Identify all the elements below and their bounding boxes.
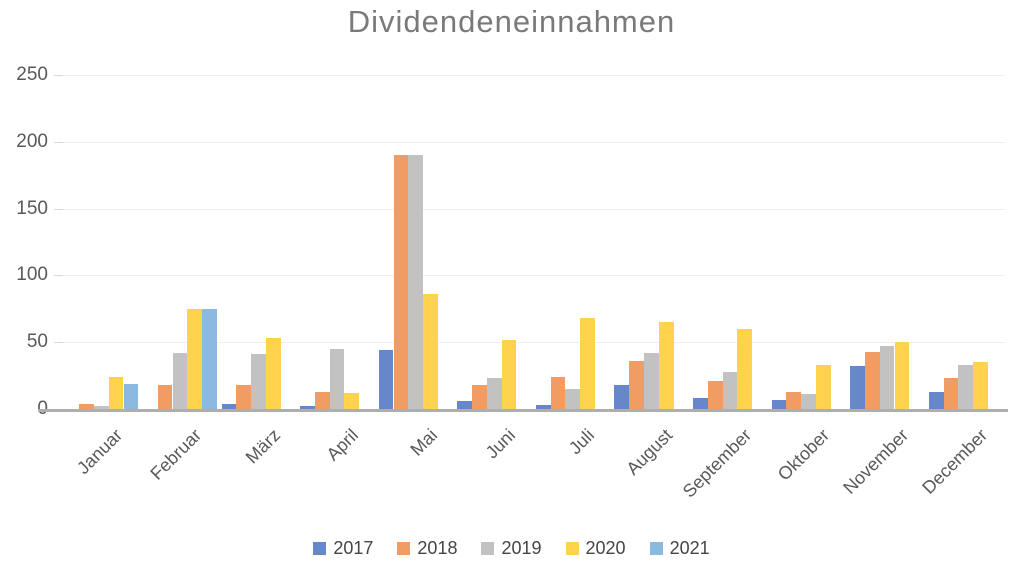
legend: 2017 2018 2019 2020 2021 — [0, 538, 1023, 559]
x-axis-label-december: December — [917, 425, 991, 498]
legend-swatch-2020 — [565, 542, 579, 555]
bar-oktober-2018 — [786, 392, 802, 409]
legend-label-2021: 2021 — [669, 538, 710, 558]
bar-december-2019 — [958, 365, 974, 409]
legend-label-2019: 2019 — [501, 538, 542, 558]
y-axis-label: 100 — [16, 264, 48, 285]
bar-juni-2017 — [457, 401, 473, 409]
legend-swatch-2021 — [649, 542, 663, 555]
x-axis-label-februar: Februar — [146, 425, 206, 484]
x-axis-label-oktober: Oktober — [774, 425, 834, 485]
gridline — [62, 342, 1005, 343]
bar-januar-2020 — [108, 377, 124, 409]
y-axis-tick — [54, 209, 63, 210]
bar-juli-2018 — [550, 377, 566, 409]
y-axis-tick — [54, 342, 63, 343]
bar-januar-2021 — [123, 384, 139, 409]
bar-november-2018 — [865, 352, 880, 409]
gridline — [62, 275, 1005, 276]
bar-juli-2020 — [580, 318, 595, 409]
x-axis-label-august: August — [622, 425, 677, 479]
bar-mai-2017 — [378, 350, 394, 409]
y-axis-label: 50 — [26, 331, 48, 352]
bar-august-2020 — [658, 322, 674, 409]
x-axis-label-januar: Januar — [73, 425, 127, 479]
bar-august-2018 — [629, 361, 644, 409]
legend-label-2017: 2017 — [333, 538, 374, 558]
y-axis-label: 250 — [16, 64, 48, 85]
bar-november-2017 — [850, 366, 865, 409]
x-axis-label-november: November — [839, 425, 913, 498]
bar-februar-2020 — [187, 309, 203, 409]
legend-item-2020: 2020 — [565, 538, 626, 559]
bar-april-2017 — [300, 406, 315, 409]
bar-december-2020 — [973, 362, 988, 409]
bar-august-2019 — [644, 353, 659, 409]
legend-swatch-2017 — [313, 542, 327, 555]
bar-juli-2017 — [535, 405, 551, 409]
bar-februar-2021 — [202, 309, 217, 409]
legend-label-2018: 2018 — [417, 538, 458, 558]
bar-september-2017 — [693, 398, 708, 409]
bar-april-2019 — [329, 349, 345, 409]
legend-item-2021: 2021 — [649, 538, 710, 559]
bar-oktober-2017 — [771, 400, 787, 409]
bar-december-2017 — [928, 392, 944, 409]
x-axis-label-juni: Juni — [481, 425, 520, 463]
legend-item-2018: 2018 — [397, 538, 457, 559]
bar-mai-2019 — [408, 155, 423, 409]
legend-swatch-2018 — [397, 542, 411, 555]
bar-juni-2019 — [486, 378, 502, 409]
x-axis-label-juli: Juli — [564, 425, 598, 459]
gridline — [62, 75, 1005, 76]
bar-februar-2018 — [157, 385, 173, 409]
y-axis-tick — [54, 275, 63, 276]
bar-märz-2018 — [236, 385, 252, 409]
chart-title: Dividendeneinnahmen — [347, 4, 676, 39]
bar-november-2019 — [879, 346, 895, 409]
y-axis-label: 0 — [0, 397, 48, 421]
bar-juni-2018 — [472, 385, 487, 409]
legend-swatch-2019 — [481, 542, 495, 555]
y-axis-label: 200 — [16, 131, 48, 152]
bar-märz-2019 — [251, 354, 266, 409]
bar-oktober-2019 — [801, 394, 816, 409]
x-axis-line — [38, 409, 1008, 412]
legend-item-2019: 2019 — [481, 538, 542, 559]
bar-oktober-2020 — [815, 365, 831, 409]
bar-januar-2019 — [93, 406, 109, 409]
x-axis-label-april: April — [322, 425, 363, 465]
bar-november-2020 — [894, 342, 910, 409]
bar-april-2018 — [314, 392, 330, 409]
y-axis-label: 150 — [16, 198, 48, 219]
gridline — [62, 142, 1005, 143]
x-axis-label-mai: Mai — [406, 425, 441, 460]
bar-september-2018 — [707, 381, 723, 409]
y-axis-tick — [54, 142, 63, 143]
bar-mai-2018 — [393, 155, 409, 409]
bar-märz-2020 — [265, 338, 281, 409]
bar-mai-2020 — [423, 294, 438, 409]
gridline — [62, 209, 1005, 210]
legend-item-2017: 2017 — [313, 538, 373, 559]
bar-september-2019 — [722, 372, 738, 409]
bar-juli-2019 — [565, 389, 581, 409]
bar-december-2018 — [943, 378, 959, 409]
bar-februar-2019 — [172, 353, 188, 409]
bar-september-2020 — [737, 329, 753, 409]
bar-august-2017 — [614, 385, 630, 409]
bar-märz-2017 — [221, 404, 237, 409]
bar-april-2020 — [344, 393, 360, 409]
bar-januar-2018 — [79, 404, 94, 409]
bar-juni-2020 — [501, 340, 517, 409]
x-axis-label-september: September — [678, 425, 756, 502]
x-axis-label-märz: März — [241, 425, 284, 468]
legend-label-2020: 2020 — [585, 538, 626, 558]
y-axis-tick — [54, 75, 63, 76]
